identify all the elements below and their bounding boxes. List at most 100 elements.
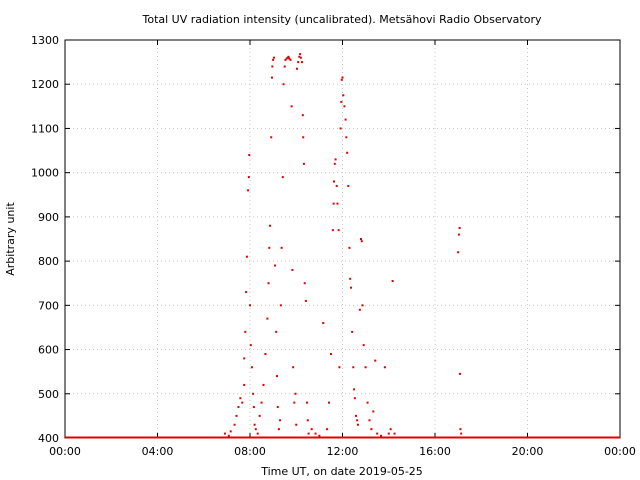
x-tick-label: 04:00 [142, 445, 174, 458]
data-point [245, 291, 248, 294]
data-point [376, 432, 379, 435]
data-point [349, 286, 352, 289]
data-point [267, 282, 270, 285]
data-point [339, 127, 342, 130]
data-point [337, 229, 340, 232]
data-point [344, 118, 347, 121]
data-point [368, 419, 371, 422]
data-point [274, 264, 277, 267]
data-point [299, 56, 302, 59]
data-point [343, 105, 346, 108]
data-point [270, 136, 273, 139]
data-point [262, 383, 265, 386]
y-tick-label: 1200 [31, 78, 59, 91]
data-point [362, 344, 365, 347]
data-point [245, 255, 248, 258]
data-point [283, 65, 286, 68]
data-point [295, 423, 298, 426]
data-point [318, 434, 321, 437]
data-point [223, 432, 226, 435]
data-point [352, 366, 355, 369]
data-point [247, 176, 250, 179]
data-point [275, 375, 278, 378]
data-point [272, 56, 275, 59]
data-point [457, 233, 460, 236]
data-point [249, 344, 252, 347]
data-point [302, 136, 305, 139]
data-point [266, 317, 269, 320]
y-tick-label: 400 [38, 432, 59, 445]
data-point [340, 100, 343, 103]
data-point [353, 388, 356, 391]
data-point [351, 330, 354, 333]
data-point [335, 184, 338, 187]
data-point [358, 308, 361, 311]
chart-title: Total UV radiation intensity (uncalibrat… [142, 13, 542, 26]
data-point [281, 176, 284, 179]
data-point [460, 432, 463, 435]
data-point [243, 383, 246, 386]
data-point [247, 189, 250, 192]
data-point [346, 151, 349, 154]
data-point [297, 61, 300, 64]
data-point [288, 57, 291, 60]
x-axis-label: Time UT, on date 2019-05-25 [260, 465, 423, 478]
data-point [354, 414, 357, 417]
data-point [342, 94, 345, 97]
data-point [290, 105, 293, 108]
data-point [237, 406, 240, 409]
y-axis-label: Arbitrary unit [4, 202, 17, 276]
data-point [336, 202, 339, 205]
y-tick-label: 1000 [31, 167, 59, 180]
data-point [258, 414, 261, 417]
data-point [356, 423, 359, 426]
data-point [345, 136, 348, 139]
y-axis-ticks: 400 500 600 700 800 900 1000 1100 1200 1300 [31, 34, 620, 445]
data-point [296, 67, 299, 70]
data-point [292, 366, 295, 369]
data-point [249, 304, 251, 307]
data-point [338, 366, 341, 369]
y-tick-label: 900 [38, 211, 59, 224]
data-point [239, 397, 242, 400]
data-point [347, 184, 350, 187]
data-point [287, 55, 290, 58]
x-tick-label: 16:00 [419, 445, 451, 458]
data-point [459, 428, 462, 431]
data-point [271, 65, 274, 68]
y-tick-label: 700 [38, 299, 59, 312]
data-point [275, 330, 278, 333]
data-point [341, 76, 344, 79]
grid-lines [65, 40, 620, 438]
x-tick-label: 00:00 [604, 445, 636, 458]
data-point [326, 428, 329, 431]
data-point [282, 83, 285, 86]
data-point [307, 432, 310, 435]
data-point [241, 401, 244, 404]
data-point [393, 432, 396, 435]
x-tick-label: 12:00 [327, 445, 359, 458]
data-point [280, 246, 283, 249]
data-point [457, 251, 460, 254]
data-point [277, 428, 280, 431]
data-point [289, 58, 292, 61]
data-point [458, 226, 461, 229]
data-point [301, 114, 304, 117]
data-point [229, 430, 232, 433]
data-point [314, 432, 317, 435]
data-point [293, 401, 296, 404]
data-point [235, 414, 238, 417]
data-point [227, 434, 230, 437]
data-point [256, 432, 259, 435]
data-point [304, 299, 307, 302]
data-points [65, 53, 620, 439]
data-point [250, 366, 253, 369]
data-point [291, 268, 294, 271]
data-point [333, 162, 336, 165]
data-point [302, 162, 305, 165]
data-point [301, 61, 304, 64]
data-point [279, 419, 282, 422]
data-point [285, 57, 288, 60]
data-point [380, 434, 383, 437]
data-point [272, 58, 275, 61]
